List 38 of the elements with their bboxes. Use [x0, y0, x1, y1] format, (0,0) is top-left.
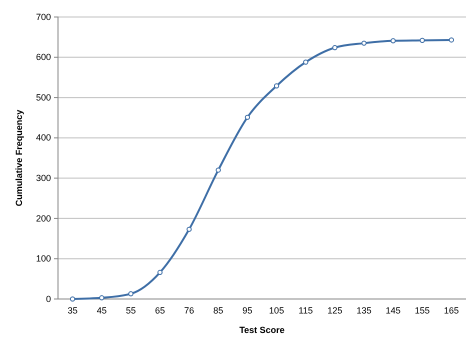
point [216, 167, 221, 173]
y-tick-label: 100 [36, 254, 51, 264]
point [274, 83, 280, 88]
y-tick-label: 400 [36, 132, 51, 143]
point [303, 60, 308, 65]
y-axis-title: Cumulative Frequency [14, 110, 24, 206]
point [99, 295, 104, 300]
point [157, 270, 163, 276]
x-tick-label: 45 [96, 306, 107, 316]
point [70, 296, 76, 302]
point [390, 38, 396, 44]
point [128, 291, 134, 296]
point [186, 226, 192, 232]
x-tick-label: 95 [242, 306, 252, 316]
x-tick-label: 155 [414, 306, 430, 316]
y-tick-label: 300 [36, 173, 51, 184]
x-tick-label: 115 [298, 306, 313, 316]
y-tick-label: 600 [36, 52, 51, 62]
x-tick-label: 85 [213, 306, 224, 316]
x-axis-title: Test Score [239, 325, 285, 335]
y-tick-label: 0 [46, 294, 51, 304]
x-tick-label: 145 [386, 306, 401, 316]
y-tick-label: 500 [36, 92, 51, 102]
y-tick-label: 200 [36, 213, 51, 224]
x-tick-label: 125 [327, 306, 342, 316]
x-tick-label: 35 [68, 306, 78, 316]
x-tick-label: 76 [184, 306, 194, 316]
x-tick-label: 135 [356, 306, 372, 316]
x-tick-label: 165 [444, 306, 459, 316]
point [332, 45, 338, 50]
x-tick-label: 105 [269, 306, 284, 316]
point [420, 38, 425, 43]
point [448, 37, 454, 43]
x-tick-label: 65 [154, 306, 166, 316]
point [244, 114, 250, 120]
point [361, 40, 367, 46]
y-tick-label: 700 [36, 12, 51, 22]
x-tick-label: 55 [126, 306, 136, 316]
